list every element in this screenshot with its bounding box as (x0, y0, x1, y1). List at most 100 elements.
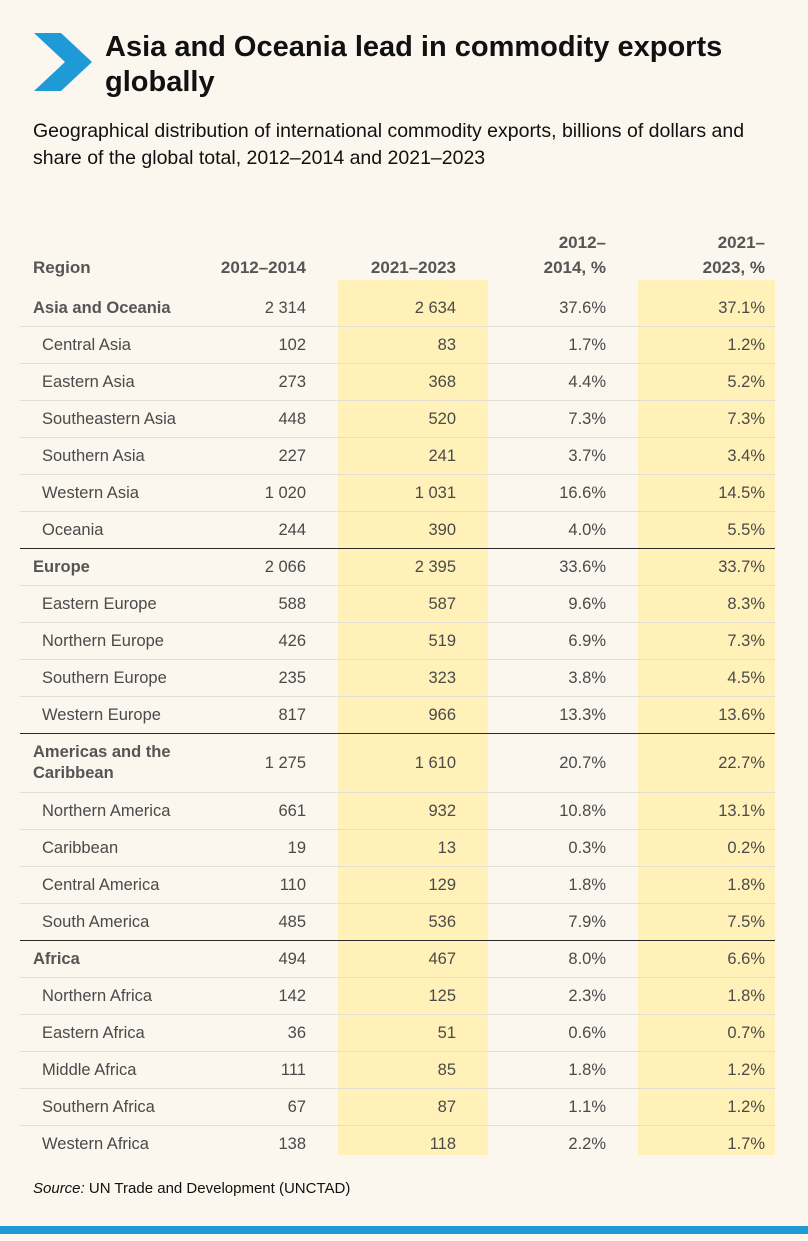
region-cell: Europe (20, 548, 190, 586)
share-2021-2023-cell: 4.5% (616, 659, 775, 697)
region-cell: Western Africa (20, 1125, 190, 1162)
region-cell: South America (20, 903, 190, 941)
region-cell: Northern Europe (20, 622, 190, 660)
share-2021-2023-cell: 7.3% (616, 622, 775, 660)
source-note: Source: UN Trade and Development (UNCTAD… (33, 1180, 350, 1197)
chevron-logo-icon (34, 33, 92, 91)
value-2012-2014-cell: 661 (190, 792, 316, 830)
table-row: Oceania 244 390 4.0% 5.5% (20, 511, 775, 549)
region-cell: Africa (20, 940, 190, 978)
table-group-row: Europe 2 066 2 395 33.6% 33.7% (20, 548, 775, 586)
footer-bar (0, 1226, 808, 1234)
value-2012-2014-cell: 2 314 (264, 298, 306, 317)
value-2012-2014-cell: 494 (190, 940, 316, 978)
share-2012-2014-cell: 10.8% (466, 792, 616, 830)
share-2012-2014-cell: 16.6% (466, 474, 616, 512)
region-cell: Western Europe (20, 696, 190, 734)
region-cell: Southern Asia (20, 437, 190, 475)
table-row: Southern Asia 227 241 3.7% 3.4% (20, 437, 775, 475)
share-2012-2014-cell: 1.7% (466, 326, 616, 364)
value-2012-2014-cell: 244 (190, 511, 316, 549)
table-group-row: Africa 494 467 8.0% 6.6% (20, 940, 775, 978)
value-2012-2014-cell: 19 (190, 829, 316, 867)
share-2021-2023-cell: 0.7% (616, 1014, 775, 1052)
value-2021-2023-cell: 85 (316, 1051, 466, 1089)
value-2012-2014-cell: 110 (190, 866, 316, 904)
region-cell: Eastern Asia (20, 363, 190, 401)
value-2012-2014-cell: 102 (190, 326, 316, 364)
header-region: Region (33, 258, 91, 277)
table-row: South America 485 536 7.9% 7.5% (20, 903, 775, 941)
share-2012-2014-cell: 37.6% (559, 298, 606, 317)
region-cell: Central Asia (20, 326, 190, 364)
share-2012-2014-cell: 0.3% (466, 829, 616, 867)
region-cell: Americas and the Caribbean (20, 733, 190, 793)
value-2012-2014-cell: 67 (190, 1088, 316, 1126)
value-2012-2014-cell: 111 (190, 1051, 316, 1089)
share-2012-2014-cell: 2.2% (466, 1125, 616, 1162)
value-2012-2014-cell: 1 275 (190, 733, 316, 793)
region-cell: Caribbean (20, 829, 190, 867)
table-group-row: Asia and Oceania 2 314 2 634 37.6% 37.1% (20, 290, 775, 327)
value-2021-2023-cell: 932 (316, 792, 466, 830)
share-2021-2023-cell: 14.5% (616, 474, 775, 512)
region-cell: Southeastern Asia (20, 400, 190, 438)
value-2021-2023-cell: 87 (316, 1088, 466, 1126)
table-row: Western Asia 1 020 1 031 16.6% 14.5% (20, 474, 775, 512)
region-cell: Eastern Europe (20, 585, 190, 623)
share-2021-2023-cell: 1.2% (616, 1088, 775, 1126)
share-2021-2023-cell: 0.2% (616, 829, 775, 867)
value-2021-2023-cell: 1 031 (316, 474, 466, 512)
region-cell: Western Asia (20, 474, 190, 512)
table-row: Eastern Africa 36 51 0.6% 0.7% (20, 1014, 775, 1052)
table-row: Northern Africa 142 125 2.3% 1.8% (20, 977, 775, 1015)
value-2021-2023-cell: 125 (316, 977, 466, 1015)
value-2021-2023-cell: 467 (316, 940, 466, 978)
share-2021-2023-cell: 5.2% (616, 363, 775, 401)
value-2012-2014-cell: 235 (190, 659, 316, 697)
share-2012-2014-cell: 9.6% (466, 585, 616, 623)
table-row: Southeastern Asia 448 520 7.3% 7.3% (20, 400, 775, 438)
share-2012-2014-cell: 7.9% (466, 903, 616, 941)
region-cell: Oceania (20, 511, 190, 549)
share-2012-2014-cell: 6.9% (466, 622, 616, 660)
region-cell: Northern America (20, 792, 190, 830)
share-2012-2014-cell: 1.8% (466, 1051, 616, 1089)
table-row: Eastern Europe 588 587 9.6% 8.3% (20, 585, 775, 623)
share-2021-2023-cell: 1.8% (616, 977, 775, 1015)
value-2021-2023-cell: 2 395 (316, 548, 466, 586)
share-2021-2023-cell: 3.4% (616, 437, 775, 475)
value-2012-2014-cell: 227 (190, 437, 316, 475)
header-2021-2023: 2021–2023 (370, 258, 456, 277)
table-row: Northern Europe 426 519 6.9% 7.3% (20, 622, 775, 660)
share-2012-2014-cell: 1.8% (466, 866, 616, 904)
value-2021-2023-cell: 587 (316, 585, 466, 623)
value-2021-2023-cell: 118 (316, 1125, 466, 1162)
value-2012-2014-cell: 426 (190, 622, 316, 660)
share-2012-2014-cell: 0.6% (466, 1014, 616, 1052)
source-label: Source: (33, 1180, 85, 1197)
share-2012-2014-cell: 3.8% (466, 659, 616, 697)
share-2021-2023-cell: 22.7% (616, 733, 775, 793)
value-2021-2023-cell: 241 (316, 437, 466, 475)
page-title: Asia and Oceania lead in commodity expor… (105, 31, 723, 98)
share-2021-2023-cell: 13.6% (616, 696, 775, 734)
table-row: Northern America 661 932 10.8% 13.1% (20, 792, 775, 830)
table-header-row: Region 2012–2014 2021–2023 2012– 2014, %… (20, 216, 775, 290)
value-2021-2023-cell: 51 (316, 1014, 466, 1052)
table-row: Western Africa 138 118 2.2% 1.7% (20, 1125, 775, 1162)
value-2021-2023-cell: 1 610 (316, 733, 466, 793)
share-2012-2014-cell: 13.3% (466, 696, 616, 734)
value-2021-2023-cell: 536 (316, 903, 466, 941)
share-2021-2023-cell: 6.6% (616, 940, 775, 978)
value-2021-2023-cell: 520 (316, 400, 466, 438)
value-2021-2023-cell: 2 634 (414, 298, 456, 317)
table-row: Central America 110 129 1.8% 1.8% (20, 866, 775, 904)
source-text: UN Trade and Development (UNCTAD) (84, 1180, 351, 1197)
region-cell: Southern Africa (20, 1088, 190, 1126)
header-2012-2014-percent: 2012– 2014, % (543, 233, 606, 277)
table-row: Southern Europe 235 323 3.8% 4.5% (20, 659, 775, 697)
share-2021-2023-cell: 13.1% (616, 792, 775, 830)
chevron-shape (34, 33, 92, 91)
share-2021-2023-cell: 7.3% (616, 400, 775, 438)
